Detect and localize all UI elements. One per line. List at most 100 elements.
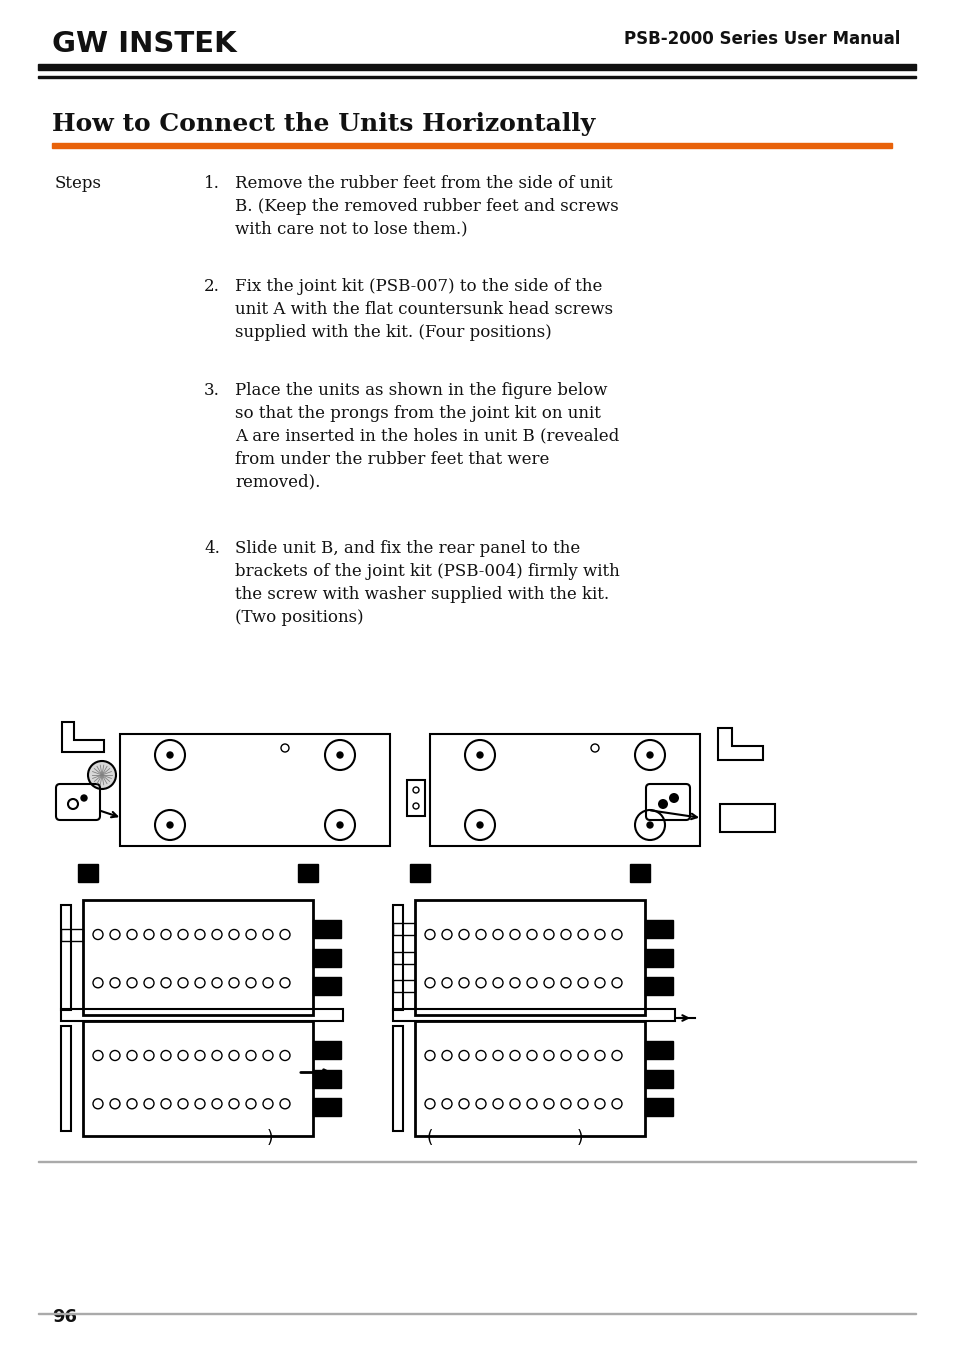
- Circle shape: [424, 929, 435, 940]
- Text: PSB-2000 Series User Manual: PSB-2000 Series User Manual: [623, 30, 899, 47]
- Circle shape: [560, 1099, 571, 1109]
- Circle shape: [646, 822, 652, 829]
- Circle shape: [526, 929, 537, 940]
- Circle shape: [178, 1099, 188, 1109]
- Circle shape: [578, 1051, 587, 1060]
- Circle shape: [88, 761, 116, 789]
- Circle shape: [127, 978, 137, 988]
- Circle shape: [526, 1099, 537, 1109]
- Circle shape: [612, 929, 621, 940]
- Circle shape: [510, 929, 519, 940]
- Circle shape: [144, 1099, 153, 1109]
- Bar: [61, 929, 83, 941]
- Circle shape: [441, 1099, 452, 1109]
- Circle shape: [612, 1051, 621, 1060]
- Circle shape: [476, 929, 485, 940]
- Circle shape: [212, 978, 222, 988]
- Circle shape: [560, 929, 571, 940]
- Circle shape: [246, 978, 255, 988]
- Bar: [120, 734, 390, 846]
- Circle shape: [476, 1051, 485, 1060]
- Circle shape: [144, 978, 153, 988]
- Circle shape: [646, 751, 652, 758]
- Circle shape: [543, 1051, 554, 1060]
- Bar: [644, 919, 672, 938]
- Bar: [313, 949, 340, 967]
- Circle shape: [578, 1099, 587, 1109]
- Circle shape: [458, 1051, 469, 1060]
- Bar: [393, 904, 402, 1010]
- Circle shape: [161, 978, 171, 988]
- Circle shape: [476, 1099, 485, 1109]
- Circle shape: [212, 1051, 222, 1060]
- Bar: [644, 1041, 672, 1059]
- Bar: [644, 949, 672, 967]
- Circle shape: [658, 799, 667, 808]
- Circle shape: [110, 1051, 120, 1060]
- Bar: [38, 1312, 915, 1313]
- Circle shape: [263, 929, 273, 940]
- Text: GW INSTEK: GW INSTEK: [52, 30, 236, 58]
- Bar: [83, 1021, 313, 1136]
- Text: Steps: Steps: [55, 175, 102, 192]
- Circle shape: [110, 978, 120, 988]
- Circle shape: [167, 751, 172, 758]
- Bar: [78, 864, 98, 881]
- Circle shape: [167, 822, 172, 829]
- Circle shape: [161, 1051, 171, 1060]
- Circle shape: [110, 1099, 120, 1109]
- Bar: [83, 900, 313, 1016]
- Bar: [52, 144, 891, 148]
- Circle shape: [595, 929, 604, 940]
- Bar: [430, 734, 700, 846]
- Circle shape: [178, 978, 188, 988]
- Bar: [38, 76, 915, 79]
- Circle shape: [178, 1051, 188, 1060]
- Bar: [313, 919, 340, 938]
- Circle shape: [543, 978, 554, 988]
- Circle shape: [668, 793, 679, 803]
- Circle shape: [476, 978, 485, 988]
- Circle shape: [510, 978, 519, 988]
- Circle shape: [178, 929, 188, 940]
- Bar: [313, 1098, 340, 1116]
- Circle shape: [510, 1051, 519, 1060]
- Text: 3.: 3.: [204, 382, 220, 399]
- Circle shape: [246, 929, 255, 940]
- Circle shape: [92, 1051, 103, 1060]
- Circle shape: [144, 1051, 153, 1060]
- Circle shape: [476, 751, 482, 758]
- Circle shape: [493, 1099, 502, 1109]
- Bar: [61, 1009, 343, 1021]
- Bar: [393, 922, 415, 934]
- Circle shape: [493, 1051, 502, 1060]
- Bar: [297, 864, 317, 881]
- Circle shape: [543, 929, 554, 940]
- Circle shape: [92, 1099, 103, 1109]
- Circle shape: [543, 1099, 554, 1109]
- Circle shape: [144, 929, 153, 940]
- Bar: [393, 980, 415, 992]
- Bar: [393, 1026, 402, 1131]
- Circle shape: [441, 1051, 452, 1060]
- Bar: [61, 1026, 71, 1131]
- Text: 4.: 4.: [204, 540, 220, 556]
- Bar: [720, 804, 774, 831]
- Circle shape: [280, 929, 290, 940]
- Bar: [38, 64, 915, 70]
- Circle shape: [280, 1099, 290, 1109]
- Circle shape: [263, 1099, 273, 1109]
- Circle shape: [458, 1099, 469, 1109]
- Text: Place the units as shown in the figure below
so that the prongs from the joint k: Place the units as shown in the figure b…: [234, 382, 618, 490]
- Circle shape: [92, 978, 103, 988]
- Text: (: (: [426, 1129, 433, 1147]
- Circle shape: [458, 929, 469, 940]
- Text: 1.: 1.: [204, 175, 220, 192]
- Circle shape: [229, 929, 239, 940]
- Circle shape: [246, 1051, 255, 1060]
- Bar: [313, 1041, 340, 1059]
- Circle shape: [229, 978, 239, 988]
- Bar: [393, 952, 415, 964]
- Circle shape: [110, 929, 120, 940]
- Circle shape: [81, 795, 87, 802]
